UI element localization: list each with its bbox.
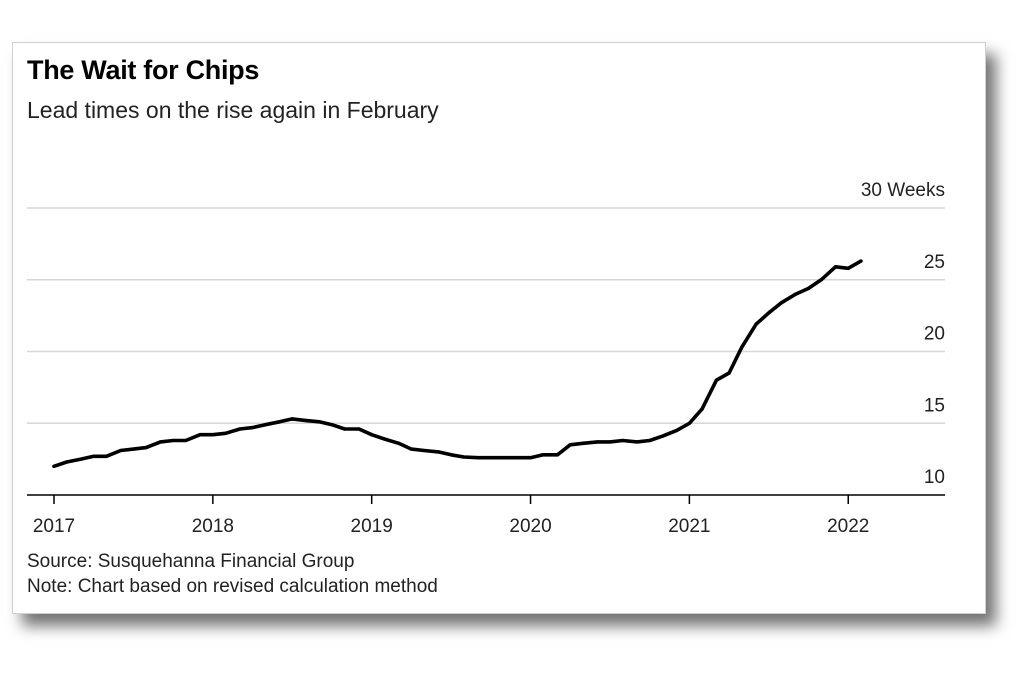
data-point bbox=[92, 454, 96, 458]
data-point bbox=[343, 427, 347, 431]
y-tick-label: 25 bbox=[924, 252, 945, 273]
x-tick-label: 2021 bbox=[668, 516, 710, 537]
data-point bbox=[224, 431, 228, 435]
data-point bbox=[727, 371, 731, 375]
data-point bbox=[422, 448, 426, 453]
x-tick-label: 2019 bbox=[351, 516, 393, 537]
data-point bbox=[859, 259, 863, 263]
data-point bbox=[119, 448, 123, 453]
data-point bbox=[581, 441, 585, 445]
data-point bbox=[436, 450, 440, 454]
data-point bbox=[171, 438, 175, 443]
data-point bbox=[528, 456, 533, 460]
data-point bbox=[131, 447, 135, 451]
data-point bbox=[833, 265, 838, 269]
data-point bbox=[357, 427, 361, 431]
chart-title: The Wait for Chips bbox=[27, 55, 260, 85]
data-point bbox=[595, 440, 599, 444]
data-point bbox=[794, 292, 798, 296]
data-point bbox=[263, 423, 267, 427]
y-tick-label: 10 bbox=[924, 467, 945, 488]
x-tick-label: 2022 bbox=[827, 516, 869, 537]
data-point bbox=[79, 457, 83, 461]
data-point bbox=[198, 433, 202, 437]
line-chart: 10 15 20 25 30 Weeks 2017 2018 2019 2020 2021 2022 bbox=[27, 180, 945, 537]
data-point bbox=[370, 433, 374, 437]
data-point bbox=[767, 311, 771, 315]
data-point bbox=[687, 421, 692, 425]
data-point bbox=[740, 345, 744, 349]
x-tick-label: 2017 bbox=[33, 516, 75, 537]
data-point bbox=[555, 453, 560, 457]
data-point bbox=[541, 453, 545, 457]
data-point bbox=[251, 426, 255, 430]
data-point bbox=[635, 440, 639, 444]
series-line bbox=[52, 259, 863, 469]
y-tick-label: 15 bbox=[924, 395, 945, 416]
data-point bbox=[501, 456, 506, 460]
data-point bbox=[317, 420, 321, 424]
data-point bbox=[144, 446, 148, 450]
data-point bbox=[211, 433, 215, 437]
data-point bbox=[184, 438, 188, 443]
data-point bbox=[660, 434, 665, 438]
data-point bbox=[806, 286, 811, 290]
data-point bbox=[449, 453, 453, 457]
data-point bbox=[675, 428, 679, 432]
x-tick-label: 2018 bbox=[192, 516, 234, 537]
chart-card: The Wait for Chips Lead times on the ris… bbox=[12, 42, 986, 614]
data-point bbox=[303, 418, 307, 422]
data-point bbox=[608, 440, 612, 444]
data-point bbox=[489, 456, 493, 460]
data-point bbox=[65, 460, 69, 464]
data-point bbox=[462, 455, 466, 459]
data-point bbox=[779, 301, 784, 305]
data-point bbox=[278, 420, 282, 424]
data-point bbox=[819, 278, 823, 282]
y-tick-label: 30 Weeks bbox=[861, 180, 945, 201]
data-point bbox=[330, 423, 334, 427]
data-point bbox=[476, 456, 480, 460]
data-point bbox=[409, 447, 413, 451]
data-point bbox=[382, 437, 386, 441]
chart-subtitle: Lead times on the rise again in February bbox=[27, 97, 439, 123]
method-note: Note: Chart based on revised calculation… bbox=[27, 576, 438, 597]
source-note: Source: Susquehanna Financial Group bbox=[27, 551, 355, 572]
data-point bbox=[700, 407, 704, 411]
y-tick-label: 20 bbox=[924, 324, 945, 345]
data-point bbox=[846, 266, 850, 270]
data-point bbox=[104, 454, 108, 458]
data-point bbox=[52, 464, 56, 468]
data-point bbox=[568, 443, 572, 447]
data-point bbox=[754, 322, 758, 326]
data-point bbox=[714, 378, 719, 382]
data-point bbox=[238, 427, 242, 431]
data-point bbox=[397, 441, 401, 445]
x-tick-label: 2020 bbox=[509, 516, 551, 537]
data-point bbox=[158, 440, 162, 444]
data-point bbox=[648, 438, 652, 443]
data-point bbox=[516, 456, 520, 460]
data-point bbox=[621, 438, 625, 443]
data-point bbox=[290, 417, 294, 421]
